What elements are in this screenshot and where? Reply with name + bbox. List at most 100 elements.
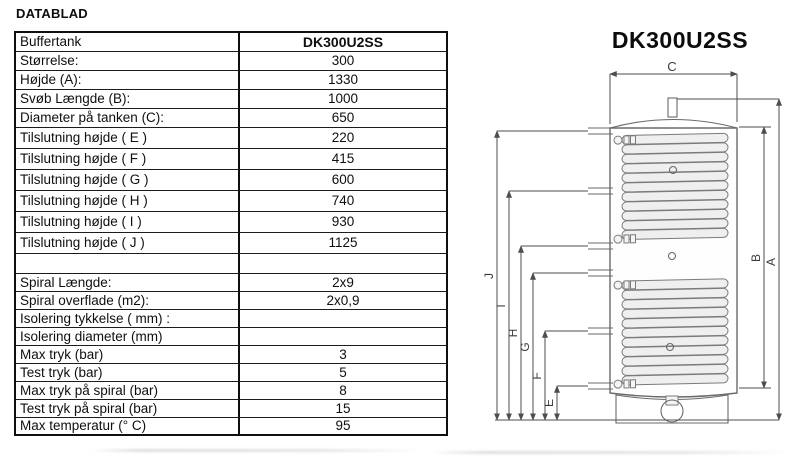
table-row: Tilslutning højde ( H ) 740 bbox=[15, 190, 447, 212]
spec-label: Tilslutning højde ( E ) bbox=[15, 127, 240, 149]
port-f bbox=[588, 327, 613, 335]
spec-label: Test tryk på spiral (bar) bbox=[15, 399, 240, 418]
spec-label: Højde (A): bbox=[15, 70, 240, 90]
spec-label: Tilslutning højde ( G ) bbox=[15, 169, 240, 191]
spec-label: Tilslutning højde ( J ) bbox=[15, 232, 240, 254]
spec-value: 95 bbox=[335, 418, 351, 434]
spec-value bbox=[239, 309, 447, 328]
dim-label-i: I bbox=[494, 304, 508, 307]
table-row: Max temperatur (° C) 95 bbox=[15, 417, 447, 435]
port-j bbox=[588, 127, 613, 135]
upper-coil-bottom-fitting bbox=[613, 234, 636, 244]
spec-label: Isolering tykkelse ( mm) : bbox=[15, 309, 240, 328]
table-row: Diameter på tanken (C): 650 bbox=[15, 108, 447, 128]
spec-label: Max tryk (bar) bbox=[15, 345, 240, 364]
dim-label-b: B bbox=[749, 254, 763, 262]
spec-value: 5 bbox=[239, 363, 447, 382]
spec-value: 2x9 bbox=[239, 273, 447, 292]
table-row: Isolering tykkelse ( mm) : bbox=[15, 309, 447, 328]
lower-coil-top-fitting bbox=[613, 280, 636, 290]
lower-coil bbox=[613, 278, 729, 389]
port-g bbox=[588, 269, 613, 277]
dim-label-g: G bbox=[518, 342, 532, 351]
table-row: Max tryk (bar) 3 bbox=[15, 345, 447, 364]
dimension-e: E bbox=[542, 385, 588, 421]
dim-label-e: E bbox=[542, 399, 556, 407]
spec-label: Buffertank bbox=[15, 32, 240, 52]
table-row-empty bbox=[15, 253, 447, 274]
spec-label: Svøb Længde (B): bbox=[15, 89, 240, 109]
spec-label: Størrelse: bbox=[15, 51, 240, 71]
table-row: Størrelse: 300 bbox=[15, 51, 447, 71]
spec-value: 1125 bbox=[239, 232, 447, 254]
dimension-b: B bbox=[739, 126, 771, 389]
spec-label: Tilslutning højde ( H ) bbox=[15, 190, 240, 212]
spec-value: 650 bbox=[239, 108, 447, 128]
spec-value bbox=[239, 253, 447, 274]
table-row: Svøb Længde (B): 1000 bbox=[15, 89, 447, 109]
spec-value: 600 bbox=[239, 169, 447, 191]
table-row: Tilslutning højde ( J ) 1125 bbox=[15, 232, 447, 254]
page-title: DATABLAD bbox=[16, 6, 88, 21]
spec-value: 415 bbox=[239, 148, 447, 170]
table-row: Spiral Længde: 2x9 bbox=[15, 273, 447, 292]
table-row: Tilslutning højde ( F ) 415 bbox=[15, 148, 447, 170]
spec-label bbox=[15, 253, 240, 274]
top-connection-nipple bbox=[667, 97, 678, 118]
spec-value: 3 bbox=[239, 345, 447, 364]
table-row: Tilslutning højde ( E ) 220 bbox=[15, 127, 447, 149]
upper-coil-top-fitting bbox=[613, 135, 636, 145]
sensor-pocket-upper bbox=[668, 165, 678, 175]
spec-value-model: DK300U2SS bbox=[239, 32, 447, 52]
spec-value: 300 bbox=[239, 51, 447, 71]
table-row: Tilslutning højde ( I ) 930 bbox=[15, 211, 447, 233]
spec-label: Test tryk (bar) bbox=[15, 363, 240, 382]
spec-value: 15 bbox=[239, 399, 447, 418]
table-row: Tilslutning højde ( G ) 600 bbox=[15, 169, 447, 191]
lower-coil-bottom-fitting bbox=[613, 379, 636, 389]
dimension-i: I bbox=[494, 190, 588, 421]
spec-value: 1330 bbox=[239, 70, 447, 90]
scan-artifact bbox=[430, 451, 790, 454]
spec-label: Tilslutning højde ( F ) bbox=[15, 148, 240, 170]
spec-label: Isolering diameter (mm) bbox=[15, 327, 240, 346]
dimension-j: J bbox=[482, 130, 588, 421]
dim-label-c: C bbox=[667, 59, 676, 74]
spec-label: Max temperatur (° C) bbox=[15, 417, 240, 435]
spec-value: 220 bbox=[239, 127, 447, 149]
scan-artifact bbox=[90, 449, 420, 452]
tank-base-skirt bbox=[615, 394, 729, 424]
side-connection-ports bbox=[588, 127, 613, 390]
tank-dome bbox=[609, 118, 738, 129]
sensor-pocket-middle bbox=[667, 251, 677, 261]
port-e bbox=[588, 382, 613, 390]
port-h bbox=[588, 242, 613, 250]
spec-value: 1000 bbox=[239, 89, 447, 109]
drain-port bbox=[660, 399, 684, 423]
table-row: Test tryk (bar) 5 bbox=[15, 363, 447, 382]
port-i bbox=[588, 187, 613, 195]
dimension-g: G bbox=[518, 272, 588, 421]
spec-label: Spiral overflade (m2): bbox=[15, 291, 240, 310]
spec-label: Tilslutning højde ( I ) bbox=[15, 211, 240, 233]
spec-value: 8 bbox=[239, 381, 447, 400]
dimension-f: F bbox=[530, 330, 588, 421]
dimension-h: H bbox=[506, 245, 588, 421]
table-row: Højde (A): 1330 bbox=[15, 70, 447, 90]
spec-value: 2x0,9 bbox=[239, 291, 447, 310]
spec-label: Spiral Længde: bbox=[15, 273, 240, 292]
dimension-a: A bbox=[677, 98, 782, 421]
spec-value bbox=[239, 327, 447, 346]
table-row: Spiral overflade (m2): 2x0,9 bbox=[15, 291, 447, 310]
table-row: Isolering diameter (mm) bbox=[15, 327, 447, 346]
upper-coil bbox=[613, 132, 729, 244]
diagram-title: DK300U2SS bbox=[612, 27, 748, 53]
dim-label-f: F bbox=[530, 372, 544, 379]
table-row: Test tryk på spiral (bar) 15 bbox=[15, 399, 447, 418]
table-row: Max tryk på spiral (bar) 8 bbox=[15, 381, 447, 400]
sensor-pocket-lower bbox=[665, 342, 675, 352]
dim-label-a: A bbox=[764, 258, 778, 266]
dimension-c: C bbox=[609, 59, 738, 124]
spec-value: 740 bbox=[239, 190, 447, 212]
